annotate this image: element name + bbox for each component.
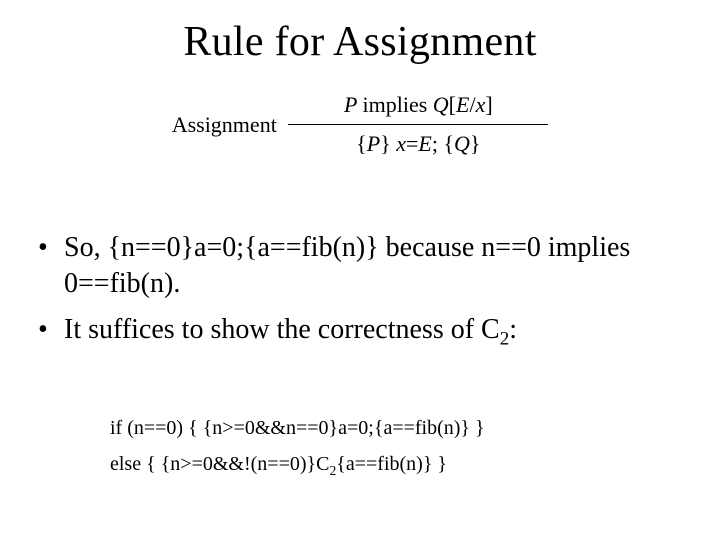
bullet-item: So, {n==0}a=0;{a==fib(n)} because n==0 i… [38,230,660,302]
inference-rule: Assignment P implies Q[E/x] {P} x=E; {Q} [0,90,720,159]
slide-title: Rule for Assignment [0,18,720,66]
rule-label: Assignment [172,112,277,138]
slide: Rule for Assignment Assignment P implies… [0,0,720,540]
bullet-list: So, {n==0}a=0;{a==fib(n)} because n==0 i… [38,230,660,357]
rule-premise: P implies Q[E/x] [288,90,548,124]
code-line: else { {n>=0&&!(n==0)}C2{a==fib(n)} } [110,446,660,482]
rule-fraction: P implies Q[E/x] {P} x=E; {Q} [288,90,548,159]
code-line: if (n==0) { {n>=0&&n==0}a=0;{a==fib(n)} … [110,410,660,446]
bullet-item: It suffices to show the correctness of C… [38,312,660,348]
rule-conclusion: {P} x=E; {Q} [288,125,548,159]
code-block: if (n==0) { {n>=0&&n==0}a=0;{a==fib(n)} … [110,410,660,482]
